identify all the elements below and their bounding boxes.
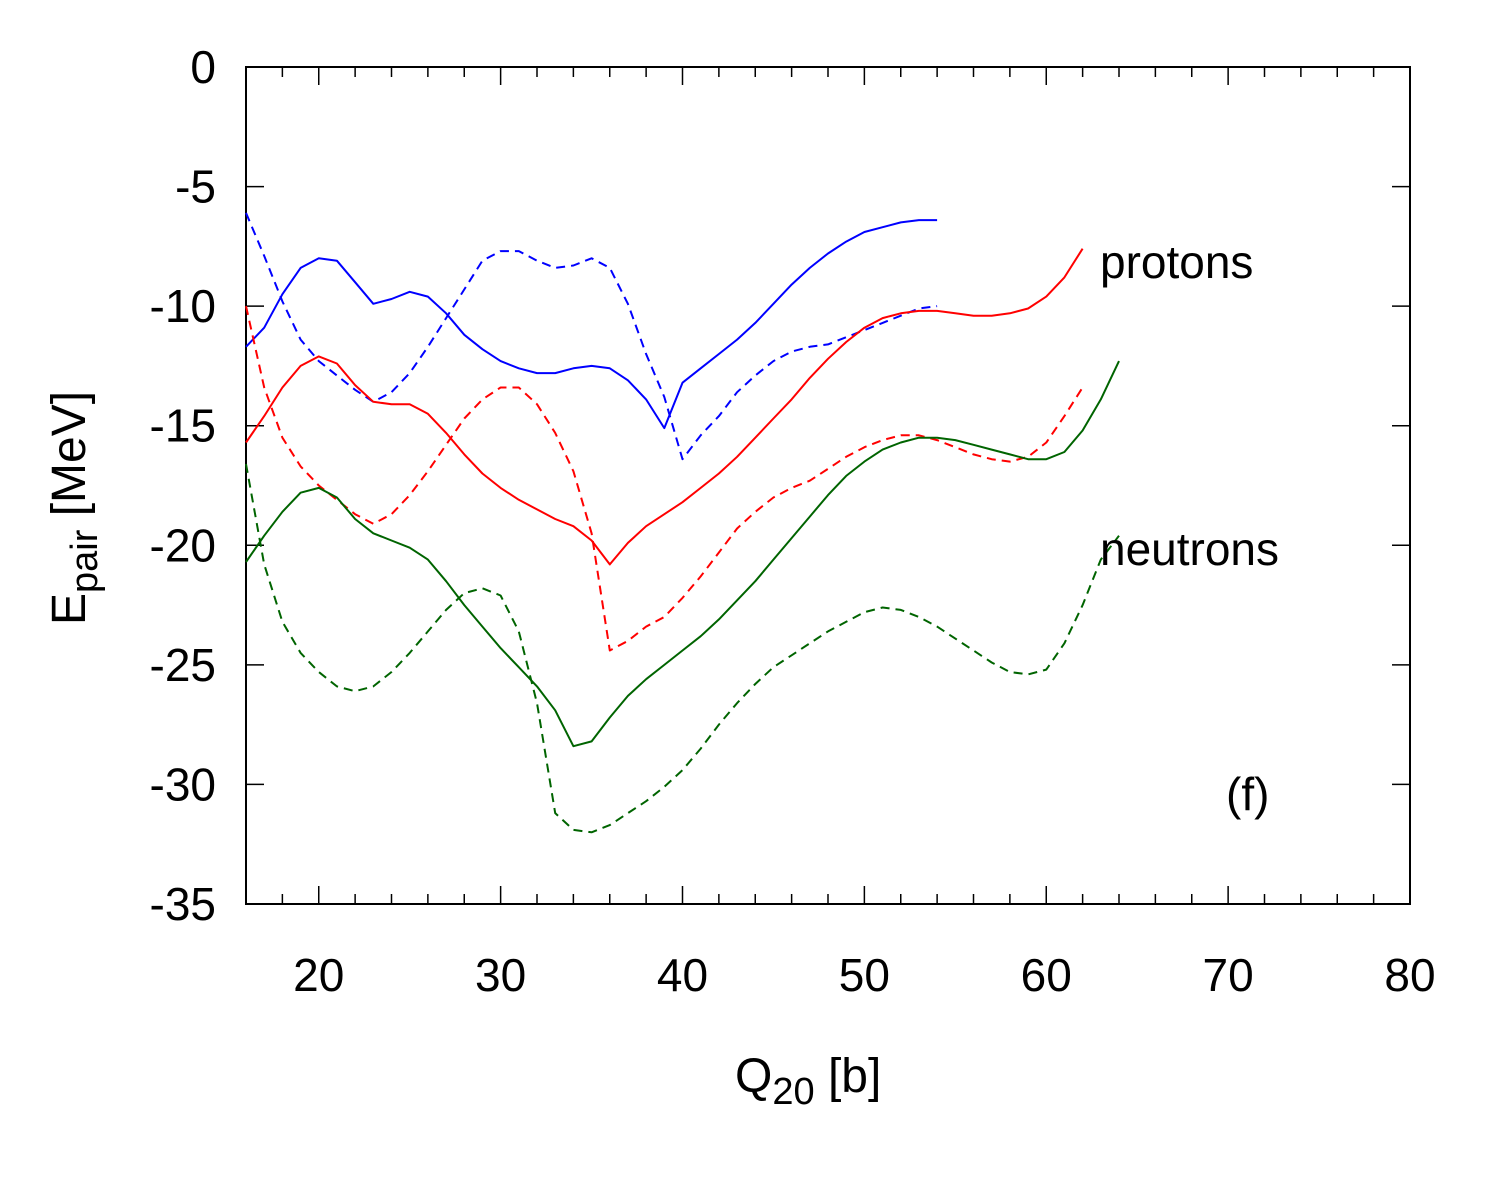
y-tick-label: -25 bbox=[150, 639, 216, 691]
y-tick-label: -15 bbox=[150, 400, 216, 452]
y-tick-label: -5 bbox=[175, 161, 216, 213]
y-axis-title: Epair [MeV] bbox=[43, 391, 106, 625]
x-axis-symbol: Q bbox=[735, 1050, 772, 1103]
x-tick-label: 20 bbox=[293, 949, 344, 1001]
y-tick-label: -30 bbox=[150, 758, 216, 810]
series-line-green-dashed bbox=[245, 463, 1120, 834]
data-series bbox=[245, 212, 1120, 834]
y-tick-label: 0 bbox=[190, 41, 216, 93]
y-tick-label: -10 bbox=[150, 280, 216, 332]
x-tick-label: 60 bbox=[1021, 949, 1072, 1001]
x-tick-label: 80 bbox=[1384, 949, 1435, 1001]
x-tick-label: 30 bbox=[475, 949, 526, 1001]
y-axis-symbol: E bbox=[43, 593, 96, 625]
y-tick-label: -35 bbox=[150, 878, 216, 930]
series-line-red-dashed bbox=[245, 305, 1084, 652]
neutrons-label: neutrons bbox=[1100, 523, 1279, 575]
axis-ticks bbox=[245, 66, 1411, 905]
tick-labels: 20 30 40 50 60 70 80 0 -5 -10 -15 -20 -25 -30 -35 bbox=[150, 41, 1436, 1001]
panel-label: (f) bbox=[1226, 768, 1269, 820]
y-tick-label: -20 bbox=[150, 519, 216, 571]
x-tick-label: 70 bbox=[1203, 949, 1254, 1001]
series-line-red-solid bbox=[245, 248, 1084, 566]
y-axis-subscript: pair bbox=[64, 529, 106, 593]
y-axis-unit: [MeV] bbox=[43, 391, 96, 530]
x-axis-subscript: 20 bbox=[772, 1071, 814, 1113]
x-tick-label: 50 bbox=[839, 949, 890, 1001]
x-axis-title: Q20 [b] bbox=[735, 1050, 881, 1113]
x-tick-label: 40 bbox=[657, 949, 708, 1001]
x-axis-unit: [b] bbox=[815, 1050, 882, 1103]
series-line-blue-dashed bbox=[245, 212, 938, 461]
series-line-green-solid bbox=[245, 360, 1120, 748]
series-line-blue-solid bbox=[245, 219, 938, 430]
protons-label: protons bbox=[1100, 236, 1253, 288]
